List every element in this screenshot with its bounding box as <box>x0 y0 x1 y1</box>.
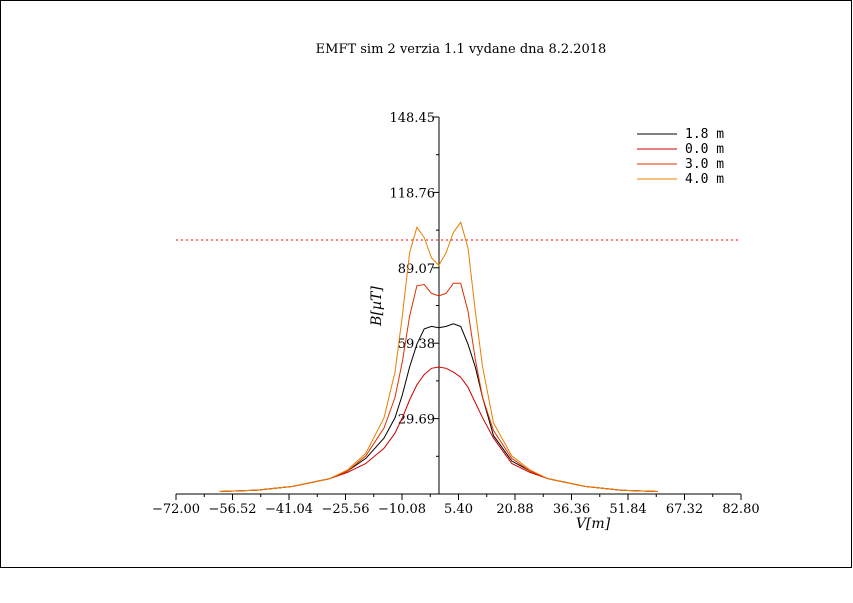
x-axis-label: V[m] <box>576 516 611 532</box>
x-tick-label: −10.08 <box>378 502 426 517</box>
x-tick-label: 51.84 <box>609 502 646 517</box>
y-tick-label: 148.45 <box>390 111 436 126</box>
x-tick-label: −25.56 <box>321 502 369 517</box>
x-tick-label: −72.00 <box>152 502 200 517</box>
series-line-0 <box>219 323 658 492</box>
series-line-3 <box>219 221 658 492</box>
legend-label-0: 1.8 m <box>685 127 724 142</box>
x-tick-label: 82.80 <box>722 502 759 517</box>
y-tick-label: 118.76 <box>390 186 436 201</box>
chart-svg: EMFT sim 2 verzia 1.1 vydane dna 8.2.201… <box>152 42 760 532</box>
legend-label-2: 3.0 m <box>685 157 724 172</box>
series-line-1 <box>219 366 658 492</box>
axes-layer: −72.00 −56.52 −41.04 −25.56 −10.08 5.40 20.88 3… <box>152 111 760 517</box>
legend: 1.8 m0.0 m3.0 m4.0 m <box>637 127 724 187</box>
chart-frame: EMFT sim 2 verzia 1.1 vydane dna 8.2.201… <box>0 0 852 568</box>
legend-label-3: 4.0 m <box>685 172 724 187</box>
y-tick-label: 89.07 <box>398 262 435 277</box>
x-tick-label: 67.32 <box>666 502 703 517</box>
x-tick-label: 20.88 <box>496 502 533 517</box>
series-layer <box>219 221 658 492</box>
x-tick-label: 5.40 <box>444 502 473 517</box>
x-tick-label: −56.52 <box>208 502 256 517</box>
series-line-2 <box>219 282 658 492</box>
y-axis-label: B[µT] <box>369 286 385 327</box>
chart-title: EMFT sim 2 verzia 1.1 vydane dna 8.2.201… <box>316 42 607 57</box>
x-tick-label: −41.04 <box>265 502 313 517</box>
legend-label-1: 0.0 m <box>685 142 724 157</box>
y-tick-label: 29.69 <box>398 413 435 428</box>
x-tick-label: 36.36 <box>553 502 590 517</box>
